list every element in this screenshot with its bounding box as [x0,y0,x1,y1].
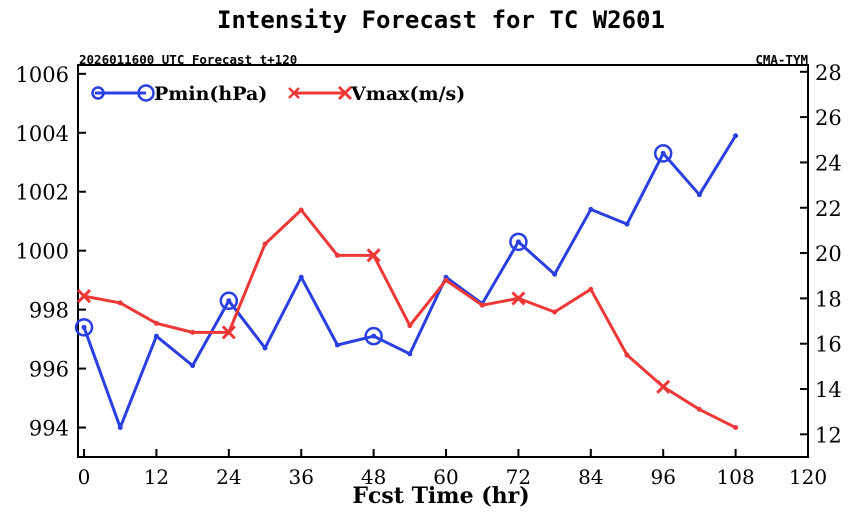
x-tick-label: 120 [789,465,827,489]
y-axis-right: 12 14 16 18 20 22 24 26 28 [800,61,842,447]
y-right-tick-label: 18 [815,287,842,311]
pmin-point [334,342,340,348]
y-right-tick-label: 20 [815,242,842,266]
x-tick-label: 12 [144,465,169,489]
x-tick-label: 48 [361,465,386,489]
vmax-point [696,406,702,412]
vmax-point [153,320,159,326]
y-right-tick-label: 26 [815,106,842,130]
legend-pmin-marker [137,84,155,102]
vmax-point [624,352,630,358]
pmin-point [588,206,594,212]
y-right-tick-label: 16 [815,333,842,357]
pmin-point [371,333,377,339]
vmax-point [262,241,268,247]
y-axis-left: 994 996 998 1000 1002 1004 1006 [16,63,86,441]
x-tick-label: 36 [288,465,313,489]
y-left-tick-label: 994 [29,417,69,441]
pmin-point [262,345,268,351]
x-tick-label: 108 [717,465,755,489]
pmin-marker [509,232,528,252]
x-tick-label: 24 [216,465,241,489]
pmin-marker [653,144,673,163]
pmin-point [298,274,304,280]
vmax-point [334,252,340,258]
vmax-marker [221,325,236,340]
vmax-point [298,207,304,213]
pmin-point [226,298,232,304]
legend-pmin-marker [91,86,105,100]
y-right-tick-label: 24 [815,151,842,175]
pmin-point [624,221,630,227]
x-tick-label: 84 [578,465,603,489]
legend-vmax-label: Vmax(m/s) [350,83,465,105]
y-left-tick-label: 1000 [16,240,69,264]
pmin-point [117,425,123,431]
vmax-series-line [83,208,737,429]
pmin-point [190,363,196,369]
x-tick-label: 0 [78,465,91,489]
y-right-tick-label: 28 [815,61,842,85]
vmax-point [117,300,123,306]
pmin-marker [74,318,94,337]
pmin-point [552,271,558,277]
pmin-series-line [82,134,737,430]
x-axis-label: Fcst Time (hr) [352,483,529,509]
pmin-point [81,324,87,330]
y-left-tick-label: 1002 [16,181,69,205]
vmax-point [588,286,594,292]
plot-frame [77,64,809,458]
pmin-point [515,239,521,245]
vmax-marker [656,379,671,394]
legend-vmax-marker [337,85,353,101]
y-left-tick-label: 996 [29,358,69,382]
vmax-point [733,425,739,431]
vmax-point [407,323,413,329]
x-tick-label: 72 [506,465,531,489]
pmin-marker [219,291,239,311]
x-tick-label: 96 [650,465,675,489]
vmax-marker [511,291,526,306]
vmax-point [479,302,485,308]
pmin-point [660,150,666,156]
pmin-point [407,351,413,357]
chart-subtitle-left: 2026011600 UTC Forecast t+120 [79,52,297,67]
pmin-point [696,192,702,198]
vmax-point [443,277,449,283]
y-left-tick-label: 998 [29,299,69,323]
y-left-tick-label: 1006 [16,63,69,87]
y-left-tick-label: 1004 [16,122,69,146]
vmax-point [190,329,196,335]
chart-subtitle-right: CMA-TYM [755,52,808,67]
vmax-marker [366,248,381,263]
y-right-tick-label: 14 [815,378,842,402]
pmin-point [153,333,159,339]
vmax-point [552,309,558,315]
pmin-point [733,133,739,139]
x-tick-label: 60 [433,465,458,489]
y-right-tick-label: 12 [815,423,842,447]
legend-pmin-label: Pmin(hPa) [154,83,267,105]
vmax-marker [76,289,92,304]
y-right-tick-label: 22 [815,197,842,221]
chart-title: Intensity Forecast for TC W2601 [217,6,665,34]
legend-vmax-marker [288,87,300,99]
series-layer [74,133,739,431]
pmin-marker [364,326,383,346]
x-axis: 0 12 24 36 48 60 72 84 96 108 120 [78,449,827,489]
legend: Pmin(hPa) Vmax(m/s) [91,83,465,105]
